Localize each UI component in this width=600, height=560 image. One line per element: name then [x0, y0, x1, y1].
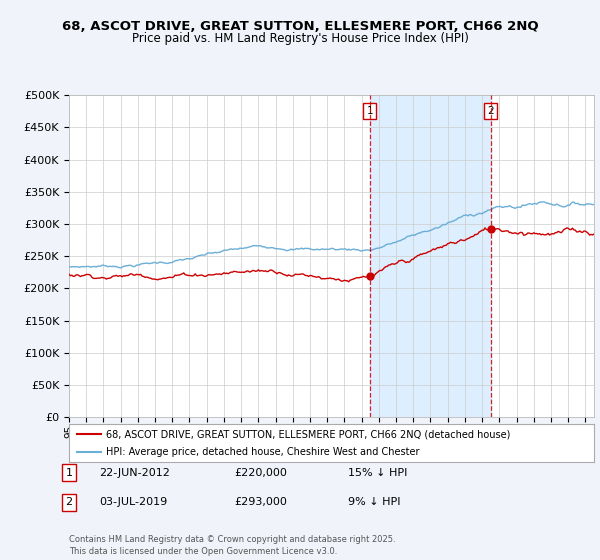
Text: 2: 2	[487, 106, 494, 116]
Text: 2: 2	[65, 497, 73, 507]
Text: 1: 1	[65, 468, 73, 478]
Text: £293,000: £293,000	[234, 497, 287, 507]
Text: 1: 1	[367, 106, 373, 116]
Text: 68, ASCOT DRIVE, GREAT SUTTON, ELLESMERE PORT, CH66 2NQ: 68, ASCOT DRIVE, GREAT SUTTON, ELLESMERE…	[62, 20, 538, 32]
Bar	[370, 95, 491, 417]
Text: 03-JUL-2019: 03-JUL-2019	[99, 497, 167, 507]
Text: HPI: Average price, detached house, Cheshire West and Chester: HPI: Average price, detached house, Ches…	[106, 447, 419, 457]
Text: Contains HM Land Registry data © Crown copyright and database right 2025.
This d: Contains HM Land Registry data © Crown c…	[69, 535, 395, 556]
Text: £220,000: £220,000	[234, 468, 287, 478]
Text: Price paid vs. HM Land Registry's House Price Index (HPI): Price paid vs. HM Land Registry's House …	[131, 32, 469, 45]
Text: 9% ↓ HPI: 9% ↓ HPI	[348, 497, 401, 507]
Text: 68, ASCOT DRIVE, GREAT SUTTON, ELLESMERE PORT, CH66 2NQ (detached house): 68, ASCOT DRIVE, GREAT SUTTON, ELLESMERE…	[106, 429, 510, 439]
Text: 15% ↓ HPI: 15% ↓ HPI	[348, 468, 407, 478]
Text: 22-JUN-2012: 22-JUN-2012	[99, 468, 170, 478]
